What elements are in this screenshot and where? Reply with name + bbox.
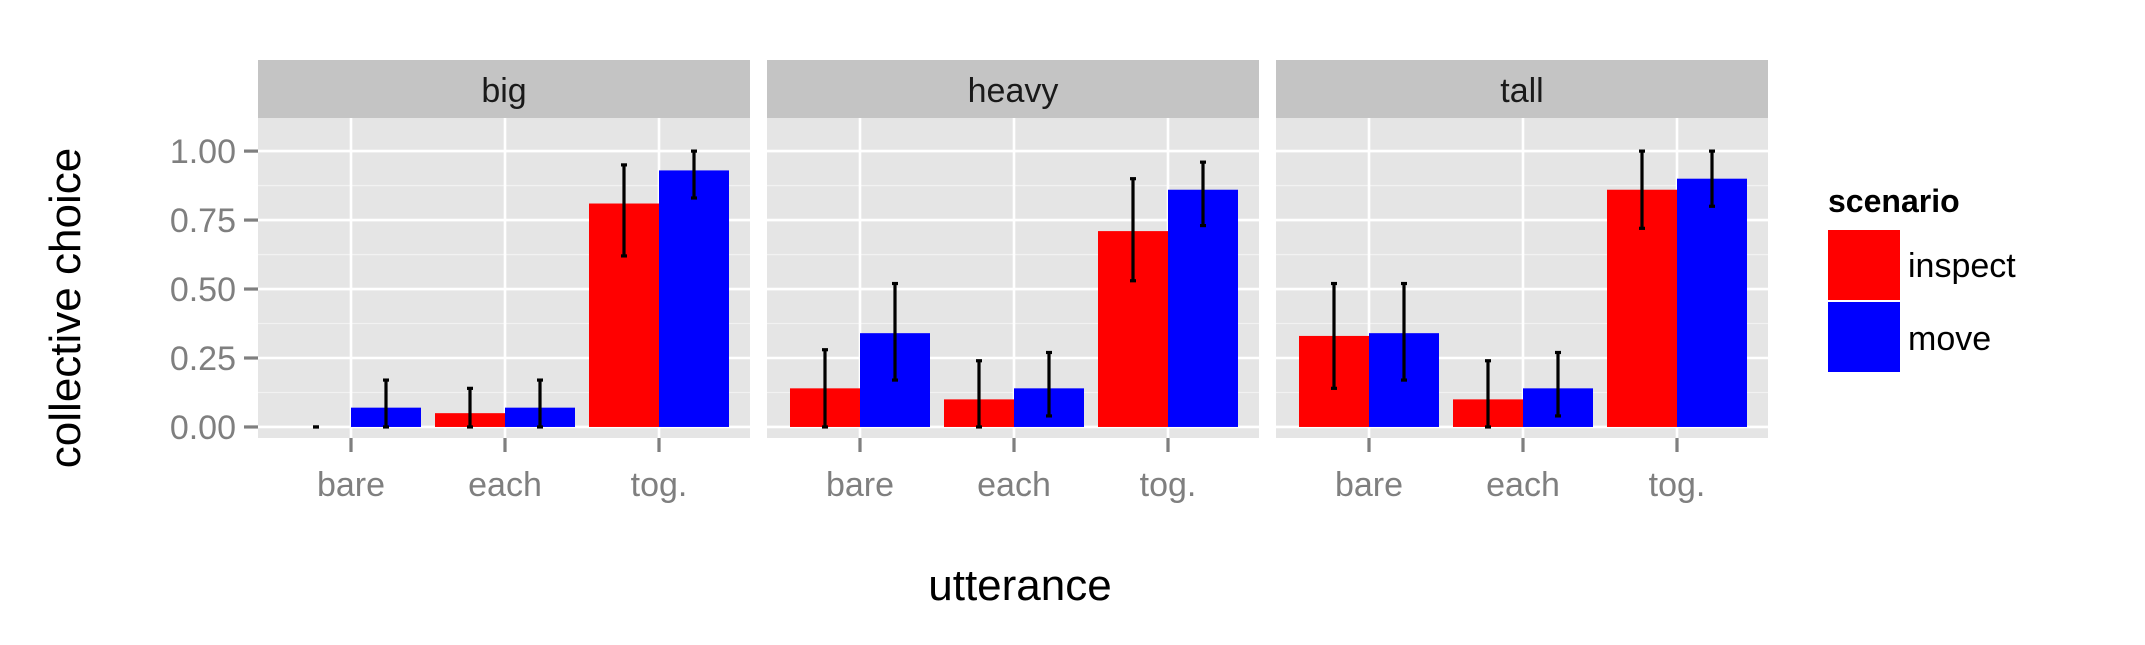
x-tick-label: tog. xyxy=(1649,466,1706,504)
facet-panels: big bare each tog. heavy bare each tog. tall bare… xyxy=(258,60,1768,504)
x-tick-label: each xyxy=(977,466,1051,504)
error-bar-move-bare xyxy=(1401,281,1407,382)
error-bar-move-each xyxy=(1555,350,1561,418)
facet-strip-label: heavy xyxy=(968,72,1059,110)
error-bar-inspect-each xyxy=(467,386,473,429)
x-tick-label: bare xyxy=(317,466,385,504)
facet-strip xyxy=(1276,60,1768,118)
x-tick-label: bare xyxy=(826,466,894,504)
x-tick-label: each xyxy=(1486,466,1560,504)
error-bar-inspect-tog. xyxy=(1130,177,1136,283)
x-tick-label: each xyxy=(468,466,542,504)
x-tick-label: bare xyxy=(1335,466,1403,504)
facet-strip-label: big xyxy=(481,72,526,110)
facet-strip xyxy=(258,60,750,118)
error-bar-move-each xyxy=(1046,350,1052,418)
legend-key-inspect xyxy=(1828,230,1900,300)
y-tick-label: 0.25 xyxy=(170,340,236,378)
facet-strip xyxy=(767,60,1259,118)
legend-label-move: move xyxy=(1908,320,1991,358)
x-tick-label: tog. xyxy=(631,466,688,504)
legend-title: scenario xyxy=(1828,183,1960,219)
y-tick-label: 0.50 xyxy=(170,271,236,309)
facet-strip-label: tall xyxy=(1500,72,1543,110)
error-bar-inspect-each xyxy=(1485,359,1491,429)
y-tick-label: 0.75 xyxy=(170,202,236,240)
error-bar-move-bare xyxy=(383,378,389,429)
error-bar-inspect-tog. xyxy=(1639,149,1645,230)
error-bar-inspect-bare xyxy=(822,348,828,429)
y-tick-label: 0.00 xyxy=(170,409,236,447)
error-bar-move-bare xyxy=(892,281,898,382)
x-axis-title: utterance xyxy=(928,561,1111,610)
x-tick-label: tog. xyxy=(1140,466,1197,504)
y-axis-title: collective choice xyxy=(41,148,90,468)
facet-tall: tall bare each tog. xyxy=(1276,60,1768,504)
error-bar-move-tog. xyxy=(1200,160,1206,228)
error-bar-inspect-tog. xyxy=(621,163,627,258)
facet-big: big bare each tog. xyxy=(258,60,750,504)
legend-label-inspect: inspect xyxy=(1908,247,2016,285)
error-bar-move-each xyxy=(537,378,543,429)
y-axis: 0.00 0.25 0.50 0.75 1.00 xyxy=(170,133,258,447)
bar-move-tog. xyxy=(659,170,729,427)
error-bar-inspect-bare xyxy=(1331,281,1337,390)
y-tick-label: 1.00 xyxy=(170,133,236,171)
facet-heavy: heavy bare each tog. xyxy=(767,60,1259,504)
error-bar-inspect-each xyxy=(976,359,982,429)
legend: scenario inspect move xyxy=(1828,183,2016,372)
bar-move-tog. xyxy=(1677,178,1747,427)
error-bar-move-tog. xyxy=(1709,149,1715,208)
bar-move-tog. xyxy=(1168,189,1238,427)
error-bar-move-tog. xyxy=(691,149,697,200)
legend-key-move xyxy=(1828,302,1900,372)
